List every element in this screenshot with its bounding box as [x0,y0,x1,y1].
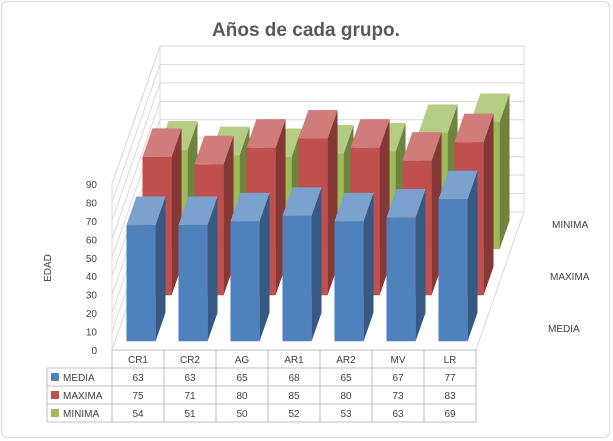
table-value: 65 [236,373,248,384]
bar-front [282,215,312,342]
table-value: 83 [444,391,456,402]
table-value: 53 [340,409,352,420]
table-value: 80 [236,391,248,402]
bar-side [415,189,426,342]
legend-label: MAXIMA [63,391,103,402]
y-tick-label: 80 [86,198,98,209]
bar-side [499,93,510,250]
bar-side [311,187,322,342]
table-value: 85 [288,391,300,402]
y-tick-label: 10 [86,328,98,339]
bar-top [126,196,166,226]
y-tick-label: 60 [86,235,98,246]
y-tick-label: 30 [86,291,98,302]
y-tick-label: 90 [86,180,98,191]
gridline [111,100,524,240]
depth-axis-label: MINIMA [552,220,588,231]
bar-media-cr1 [126,196,166,342]
table-value: 73 [392,391,404,402]
table-category-label: AR1 [284,355,304,366]
bar-side [155,196,166,342]
bar-media-ar2 [334,192,374,342]
bar-top [298,109,338,139]
depth-axis-label: MAXIMA [550,272,590,283]
bar-side [467,170,478,342]
bar-side [483,113,494,296]
table-value: 71 [184,391,196,402]
bar-top [386,189,426,218]
bar-top [178,196,218,226]
table-category-label: CR1 [128,355,148,366]
bar-media-cr2 [178,196,218,342]
table-category-label: MV [391,355,406,366]
table-value: 50 [236,409,248,420]
table-category-label: AR2 [336,355,356,366]
bar-top [230,192,270,222]
bar-top [194,135,234,165]
table-value: 69 [444,409,456,420]
table-value: 65 [340,373,352,384]
bar-front [126,225,156,342]
bar-side [363,192,374,342]
gridline [111,82,524,222]
chart-axes: 0 10 20 30 40 50 60 70 80 90 EDAD MEDIA MAXIMA MINIMA [43,180,590,357]
legend-label: MINIMA [63,409,99,420]
bar-front [334,221,364,342]
legend-key-maxima [51,391,59,399]
legend-label: MEDIA [63,373,95,384]
bar-side [259,192,270,342]
bar-top [454,113,494,143]
table-value: 63 [392,409,404,420]
bar-side [207,196,218,342]
bar-media-ag [230,192,270,342]
table-value: 67 [392,373,404,384]
table-value: 52 [288,409,300,420]
bar-top [350,119,390,148]
y-axis-title: EDAD [43,254,54,282]
table-category-label: AG [235,355,250,366]
bar-top [282,187,322,216]
y-tick-label: 70 [86,217,98,228]
table-value: 63 [184,373,196,384]
table-category-label: LR [444,355,457,366]
gridline [111,119,524,258]
chart-bars [126,93,510,342]
bar-top [438,170,478,200]
table-value: 51 [184,409,196,420]
bar-media-ar1 [282,187,322,342]
table-value: 80 [340,391,352,402]
bar-media-mv [386,189,426,342]
y-tick-label: 0 [91,346,97,357]
data-table: CR1 CR2 AG AR1 AR2 MV LR MEDIA 63 63 65 68 65 67 77 MAX… [46,349,477,423]
gridline [111,45,524,185]
table-value: 54 [132,409,144,420]
bar-front [230,221,260,342]
bar-front [178,225,208,342]
bar-top [142,128,182,157]
y-tick-label: 40 [86,272,98,283]
table-category-label: CR2 [180,355,200,366]
table-value: 63 [132,373,144,384]
bar-front [386,217,416,342]
legend-key-minima [51,409,59,417]
bar-top [418,104,458,134]
bar-top [402,132,442,161]
bar-media-lr [438,170,478,342]
depth-axis-label: MEDIA [548,324,580,335]
bar-top [334,192,374,222]
gridline [111,63,524,203]
table-value: 75 [132,391,144,402]
y-tick-label: 20 [86,309,98,320]
bar-front [438,199,468,342]
bar-top [246,119,286,148]
table-value: 68 [288,373,300,384]
legend-key-media [51,373,59,381]
table-value: 77 [444,373,456,384]
y-tick-label: 50 [86,254,98,265]
chart-title: Años de cada grupo. [212,20,400,41]
